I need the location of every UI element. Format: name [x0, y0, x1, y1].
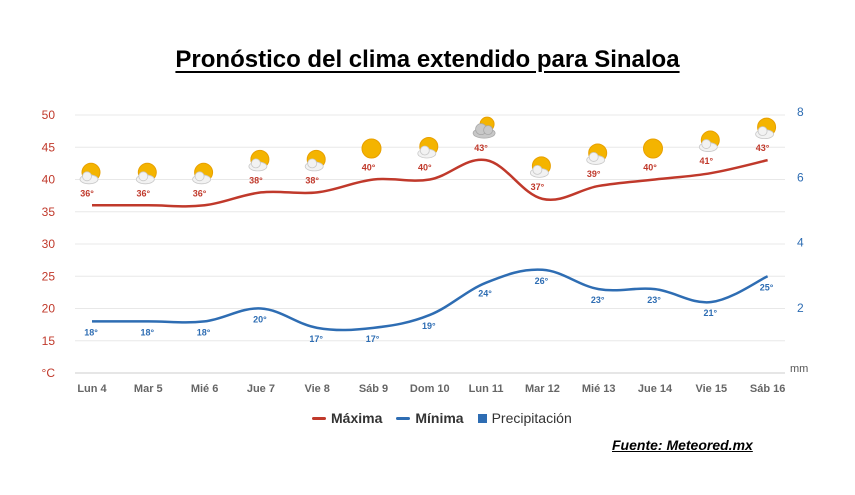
- cloud-shape: [483, 125, 494, 136]
- cloud-shape: [532, 164, 543, 175]
- legend-item-min[interactable]: Mínima: [396, 410, 464, 426]
- data-label-min: 25°: [760, 282, 774, 292]
- y-left-tick-label: 25: [42, 269, 56, 283]
- legend-label-max: Máxima: [331, 410, 383, 426]
- sun-disc: [361, 138, 382, 159]
- sun-cloud-icon: [530, 156, 551, 178]
- y-left-tick-label: 50: [42, 108, 56, 122]
- y-left-tick-label: 30: [42, 237, 56, 251]
- cloud-shape: [138, 171, 149, 182]
- sun-icon: [361, 138, 382, 159]
- data-label-max: 36°: [80, 188, 94, 198]
- y-left-tick-label: 15: [42, 334, 56, 348]
- x-tick-label: Sáb 16: [750, 383, 785, 395]
- x-tick-label: Dom 10: [410, 383, 450, 395]
- sun-cloud-icon: [417, 137, 439, 159]
- y-left-tick-label: 45: [42, 140, 56, 154]
- x-tick-label: Mar 12: [525, 383, 560, 395]
- data-label-max: 36°: [193, 188, 207, 198]
- y-left-tick-label: 40: [42, 173, 56, 187]
- data-label-min: 18°: [197, 327, 211, 337]
- data-label-max: 40°: [418, 163, 432, 173]
- legend-swatch-max: [312, 416, 326, 420]
- sun-cloud-icon: [248, 149, 270, 172]
- cloud-shape: [250, 158, 261, 169]
- cloud-shape: [82, 171, 92, 182]
- cloud-shape: [307, 158, 318, 169]
- y-right-tick-label: 6: [797, 170, 804, 184]
- data-label-max: 43°: [756, 143, 770, 153]
- data-label-min: 24°: [478, 289, 492, 299]
- sun-cloud-icon: [135, 162, 157, 185]
- sun-disc: [643, 138, 663, 159]
- data-label-max: 38°: [249, 175, 263, 185]
- legend-label-min: Mínima: [415, 410, 464, 426]
- data-label-min: 18°: [84, 327, 98, 337]
- x-tick-label: Vie 15: [695, 383, 727, 395]
- sun-cloud-icon: [192, 162, 214, 185]
- data-label-max: 43°: [474, 143, 488, 153]
- sun-cloud-icon: [79, 162, 101, 185]
- cloud-shape: [757, 126, 768, 137]
- x-tick-label: Jue 14: [638, 383, 673, 395]
- data-label-min: 18°: [140, 327, 154, 337]
- data-label-min: 20°: [253, 315, 267, 325]
- data-label-max: 40°: [643, 163, 657, 173]
- sun-icon: [643, 138, 663, 159]
- sun-cloud-icon: [755, 117, 777, 140]
- data-label-min: 17°: [309, 334, 323, 344]
- series-line-max: [92, 158, 768, 208]
- legend-item-precip[interactable]: Precipitación: [477, 410, 572, 426]
- y-right-tick-label: 8: [797, 105, 804, 119]
- data-label-max: 40°: [362, 163, 376, 173]
- x-tick-label: Sáb 9: [359, 383, 388, 395]
- y-right-tick-label: 2: [797, 301, 804, 315]
- sun-cloud-icon: [586, 143, 608, 165]
- data-label-min: 21°: [703, 308, 717, 318]
- x-tick-label: Jue 7: [247, 383, 275, 395]
- data-label-max: 37°: [531, 182, 545, 192]
- legend-item-max[interactable]: Máxima: [312, 410, 382, 426]
- y-left-unit-label: °C: [42, 366, 56, 380]
- cloud-shape: [194, 171, 205, 182]
- y-right-tick-label: 4: [797, 236, 804, 250]
- source-credit: Fuente: Meteored.mx: [612, 437, 753, 453]
- x-tick-label: Mar 5: [134, 383, 163, 395]
- legend-swatch-precip: [477, 413, 487, 423]
- data-label-min: 23°: [591, 295, 605, 305]
- data-label-min: 23°: [647, 295, 661, 305]
- x-tick-label: Lun 4: [77, 383, 107, 395]
- chart-title: Pronóstico del clima extendido para Sina…: [175, 46, 680, 73]
- data-label-max: 38°: [305, 175, 319, 185]
- cloud-sun-icon: [472, 116, 496, 139]
- data-label-min: 19°: [422, 321, 436, 331]
- sun-cloud-icon: [304, 149, 326, 172]
- x-tick-label: Mié 13: [582, 383, 616, 395]
- x-tick-label: Vie 8: [304, 383, 330, 395]
- y-left-tick-label: 20: [42, 302, 56, 316]
- data-label-min: 26°: [535, 276, 549, 286]
- x-tick-label: Mié 6: [191, 383, 219, 395]
- data-label-max: 41°: [699, 156, 713, 166]
- legend-swatch-min: [396, 416, 411, 420]
- chart-legend: Máxima Mínima Precipitación: [312, 410, 572, 426]
- data-label-max: 39°: [587, 169, 601, 179]
- cloud-shape: [701, 139, 712, 149]
- x-tick-label: Lun 11: [469, 383, 504, 395]
- data-label-min: 17°: [366, 334, 380, 344]
- legend-label-precip: Precipitación: [491, 410, 572, 426]
- sun-cloud-icon: [698, 130, 720, 152]
- series-line-min: [91, 268, 769, 332]
- cloud-shape: [419, 145, 430, 156]
- data-label-max: 36°: [136, 188, 150, 198]
- cloud-shape: [588, 152, 599, 162]
- y-left-tick-label: 35: [42, 205, 56, 219]
- y-right-unit-label: mm: [790, 363, 808, 375]
